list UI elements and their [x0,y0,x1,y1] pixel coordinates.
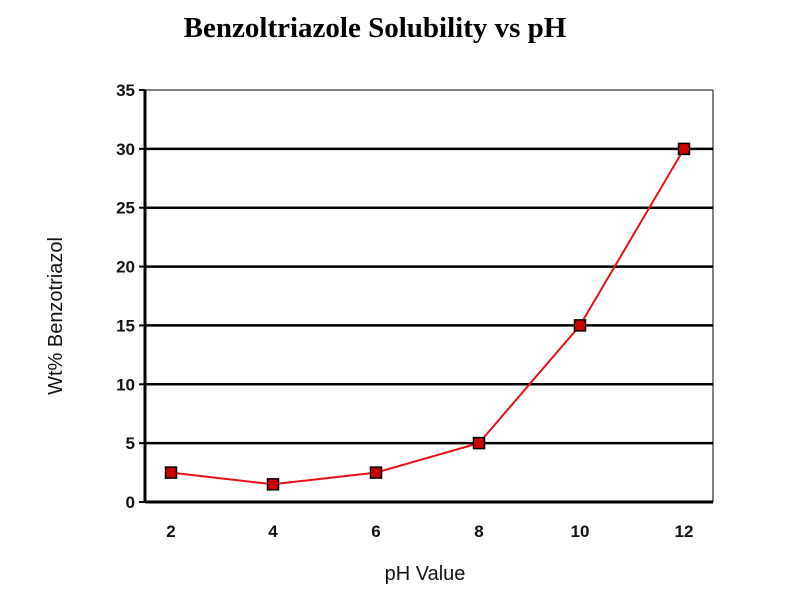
data-point-marker [369,466,383,479]
x-tick-label: 12 [675,522,694,541]
data-point-marker [266,478,280,491]
y-axis-ticks: 0 5 10 15 20 25 30 35 [116,81,145,512]
data-point-marker [573,319,587,332]
x-tick-label: 2 [166,522,175,541]
x-tick-label: 6 [371,522,380,541]
x-axis-ticks: 2 4 6 8 10 12 [166,522,693,541]
y-tick-label: 35 [116,81,135,100]
y-axis-label: Wt% Benzotriazol [45,237,67,395]
y-tick-label: 25 [116,199,135,218]
y-tick-label: 20 [116,258,135,277]
x-tick-label: 4 [268,522,278,541]
y-tick-label: 0 [126,493,135,512]
x-tick-label: 10 [571,522,590,541]
chart-title: Benzoltriazole Solubility vs pH [184,12,567,44]
x-tick-label: 8 [474,522,483,541]
series-line [170,148,685,486]
data-point-marker [164,466,178,479]
data-point-marker [472,436,486,450]
x-axis-label: pH Value [385,563,466,585]
y-tick-label: 30 [116,140,135,159]
data-point-marker [677,142,691,156]
y-tick-label: 15 [116,316,135,335]
y-tick-label: 5 [126,434,135,453]
y-tick-label: 10 [116,375,135,394]
plot-grid [143,89,714,504]
series-layer [164,142,691,491]
